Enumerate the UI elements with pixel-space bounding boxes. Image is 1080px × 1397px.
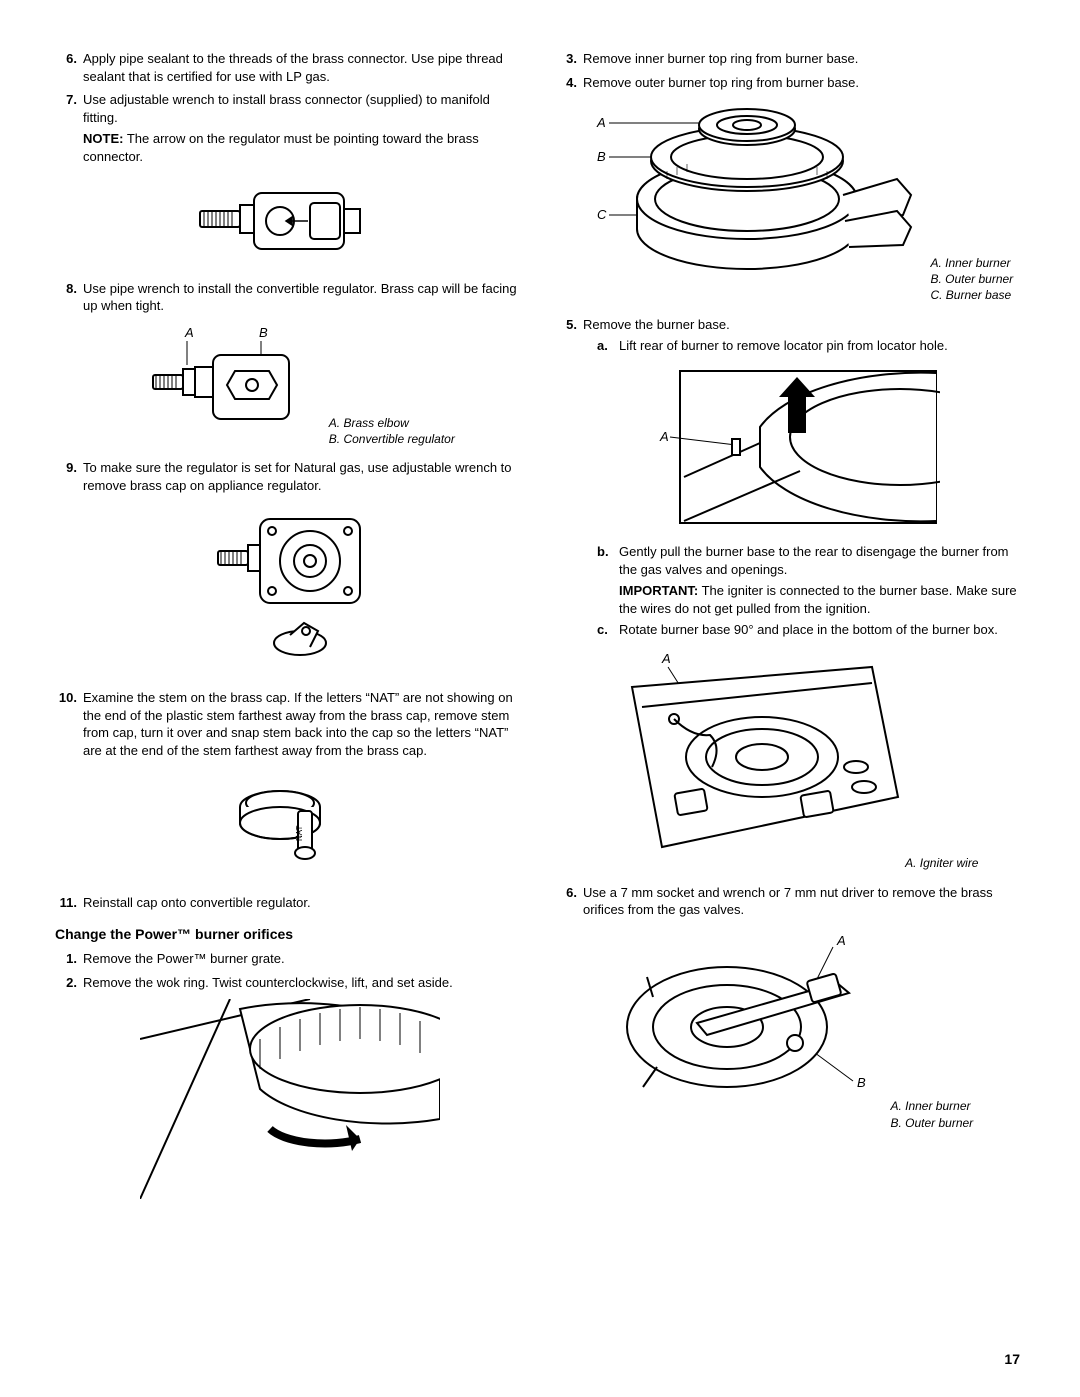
- step-6r: 6. Use a 7 mm socket and wrench or 7 mm …: [555, 884, 1025, 919]
- figure-cap-stem: NAT: [55, 767, 525, 882]
- step-text: Use a 7 mm socket and wrench or 7 mm nut…: [583, 884, 1025, 919]
- step-num: 11.: [55, 894, 83, 912]
- substep-2: 2. Remove the wok ring. Twist counterclo…: [55, 974, 525, 992]
- caption-c: C. Burner base: [930, 287, 1013, 303]
- figure-orifices: A B A. Inner burner B. Outer burner: [555, 927, 1025, 1132]
- page-number: 17: [1004, 1350, 1020, 1369]
- label-b: B: [857, 1075, 866, 1090]
- label-a: A: [836, 933, 846, 948]
- step-3: 3. Remove inner burner top ring from bur…: [555, 50, 1025, 68]
- label-a: A: [184, 325, 194, 340]
- label-b: B: [597, 149, 606, 164]
- figure-caption: A. Inner burner B. Outer burner: [890, 1098, 973, 1130]
- step-text: Apply pipe sealant to the threads of the…: [83, 50, 525, 85]
- step-num: 8.: [55, 280, 83, 315]
- step-body: Use adjustable wrench to install brass c…: [83, 91, 525, 165]
- figure-lift-rear: A: [555, 367, 1025, 532]
- caption-b: B. Outer burner: [930, 271, 1013, 287]
- step-text: Remove outer burner top ring from burner…: [583, 74, 1025, 92]
- figure-wok-ring: [55, 999, 525, 1204]
- step-text: Remove the Power™ burner grate.: [83, 950, 525, 968]
- step-5: 5. Remove the burner base. a. Lift rear …: [555, 316, 1025, 359]
- sub-body: Gently pull the burner base to the rear …: [619, 543, 1025, 617]
- step-num: 5.: [555, 316, 583, 359]
- step-text: Reinstall cap onto convertible regulator…: [83, 894, 525, 912]
- step-text: Use adjustable wrench to install brass c…: [83, 91, 525, 126]
- caption-a: A. Brass elbow: [329, 415, 455, 431]
- subheading: Change the Power™ burner orifices: [55, 925, 525, 944]
- note-label: NOTE:: [83, 131, 123, 146]
- substep-b: b. Gently pull the burner base to the re…: [583, 543, 1025, 617]
- substep-1: 1. Remove the Power™ burner grate.: [55, 950, 525, 968]
- step-text: Remove the burner base.: [583, 316, 1025, 334]
- label-a: A: [661, 651, 671, 666]
- step-11: 11. Reinstall cap onto convertible regul…: [55, 894, 525, 912]
- caption-b: B. Outer burner: [890, 1115, 973, 1131]
- step-text: To make sure the regulator is set for Na…: [83, 459, 525, 494]
- important-note: IMPORTANT: The igniter is connected to t…: [619, 582, 1025, 617]
- label-a: A: [659, 429, 669, 444]
- step-10: 10. Examine the stem on the brass cap. I…: [55, 689, 525, 759]
- step-text: Use pipe wrench to install the convertib…: [83, 280, 525, 315]
- caption-a: A. Inner burner: [890, 1098, 973, 1114]
- step-text: Remove inner burner top ring from burner…: [583, 50, 1025, 68]
- sub-num: c.: [597, 621, 619, 639]
- figure-caption: A. Igniter wire: [905, 855, 978, 871]
- step-num: 3.: [555, 50, 583, 68]
- step-4: 4. Remove outer burner top ring from bur…: [555, 74, 1025, 92]
- step-num: 6.: [555, 884, 583, 919]
- step-body: Remove the burner base. a. Lift rear of …: [583, 316, 1025, 359]
- substep-a: a. Lift rear of burner to remove locator…: [583, 337, 1025, 355]
- figure-caption: A. Brass elbow B. Convertible regulator: [329, 415, 455, 447]
- step-text: Remove the wok ring. Twist counterclockw…: [83, 974, 525, 992]
- step-9: 9. To make sure the regulator is set for…: [55, 459, 525, 494]
- step-note: NOTE: The arrow on the regulator must be…: [83, 130, 525, 165]
- step-8: 8. Use pipe wrench to install the conver…: [55, 280, 525, 315]
- caption-b: B. Convertible regulator: [329, 431, 455, 447]
- step-7: 7. Use adjustable wrench to install bras…: [55, 91, 525, 165]
- important-label: IMPORTANT:: [619, 583, 698, 598]
- left-column: 6. Apply pipe sealant to the threads of …: [55, 50, 525, 1216]
- step-num: 6.: [55, 50, 83, 85]
- figure-elbow-regulator: A B A. Brass elbow B. Convertible regula…: [55, 323, 525, 448]
- step-num: 7.: [55, 91, 83, 165]
- substep-c: c. Rotate burner base 90° and place in t…: [583, 621, 1025, 639]
- sub-text: Gently pull the burner base to the rear …: [619, 543, 1025, 578]
- sub-num: a.: [597, 337, 619, 355]
- label-b: B: [259, 325, 268, 340]
- label-c: C: [597, 207, 607, 222]
- figure-regulator-arrow: [55, 173, 525, 268]
- caption-a: A. Inner burner: [930, 255, 1013, 271]
- sub-text: Lift rear of burner to remove locator pi…: [619, 337, 1025, 355]
- figure-burner-box: A A. Igniter wire: [555, 647, 1025, 872]
- step-num: 9.: [55, 459, 83, 494]
- nat-label: NAT: [295, 826, 304, 842]
- step-text: Examine the stem on the brass cap. If th…: [83, 689, 525, 759]
- figure-regulator-top: [55, 503, 525, 678]
- step-6: 6. Apply pipe sealant to the threads of …: [55, 50, 525, 85]
- sub-text: Rotate burner base 90° and place in the …: [619, 621, 1025, 639]
- step-num: 10.: [55, 689, 83, 759]
- figure-burner-layers: A B C: [555, 99, 1025, 304]
- sub-num: b.: [597, 543, 619, 617]
- step-num: 2.: [55, 974, 83, 992]
- step-num: 4.: [555, 74, 583, 92]
- step-num: 1.: [55, 950, 83, 968]
- figure-caption: A. Inner burner B. Outer burner C. Burne…: [930, 255, 1013, 304]
- note-text: The arrow on the regulator must be point…: [83, 131, 479, 164]
- label-a: A: [596, 115, 606, 130]
- right-column: 3. Remove inner burner top ring from bur…: [555, 50, 1025, 1216]
